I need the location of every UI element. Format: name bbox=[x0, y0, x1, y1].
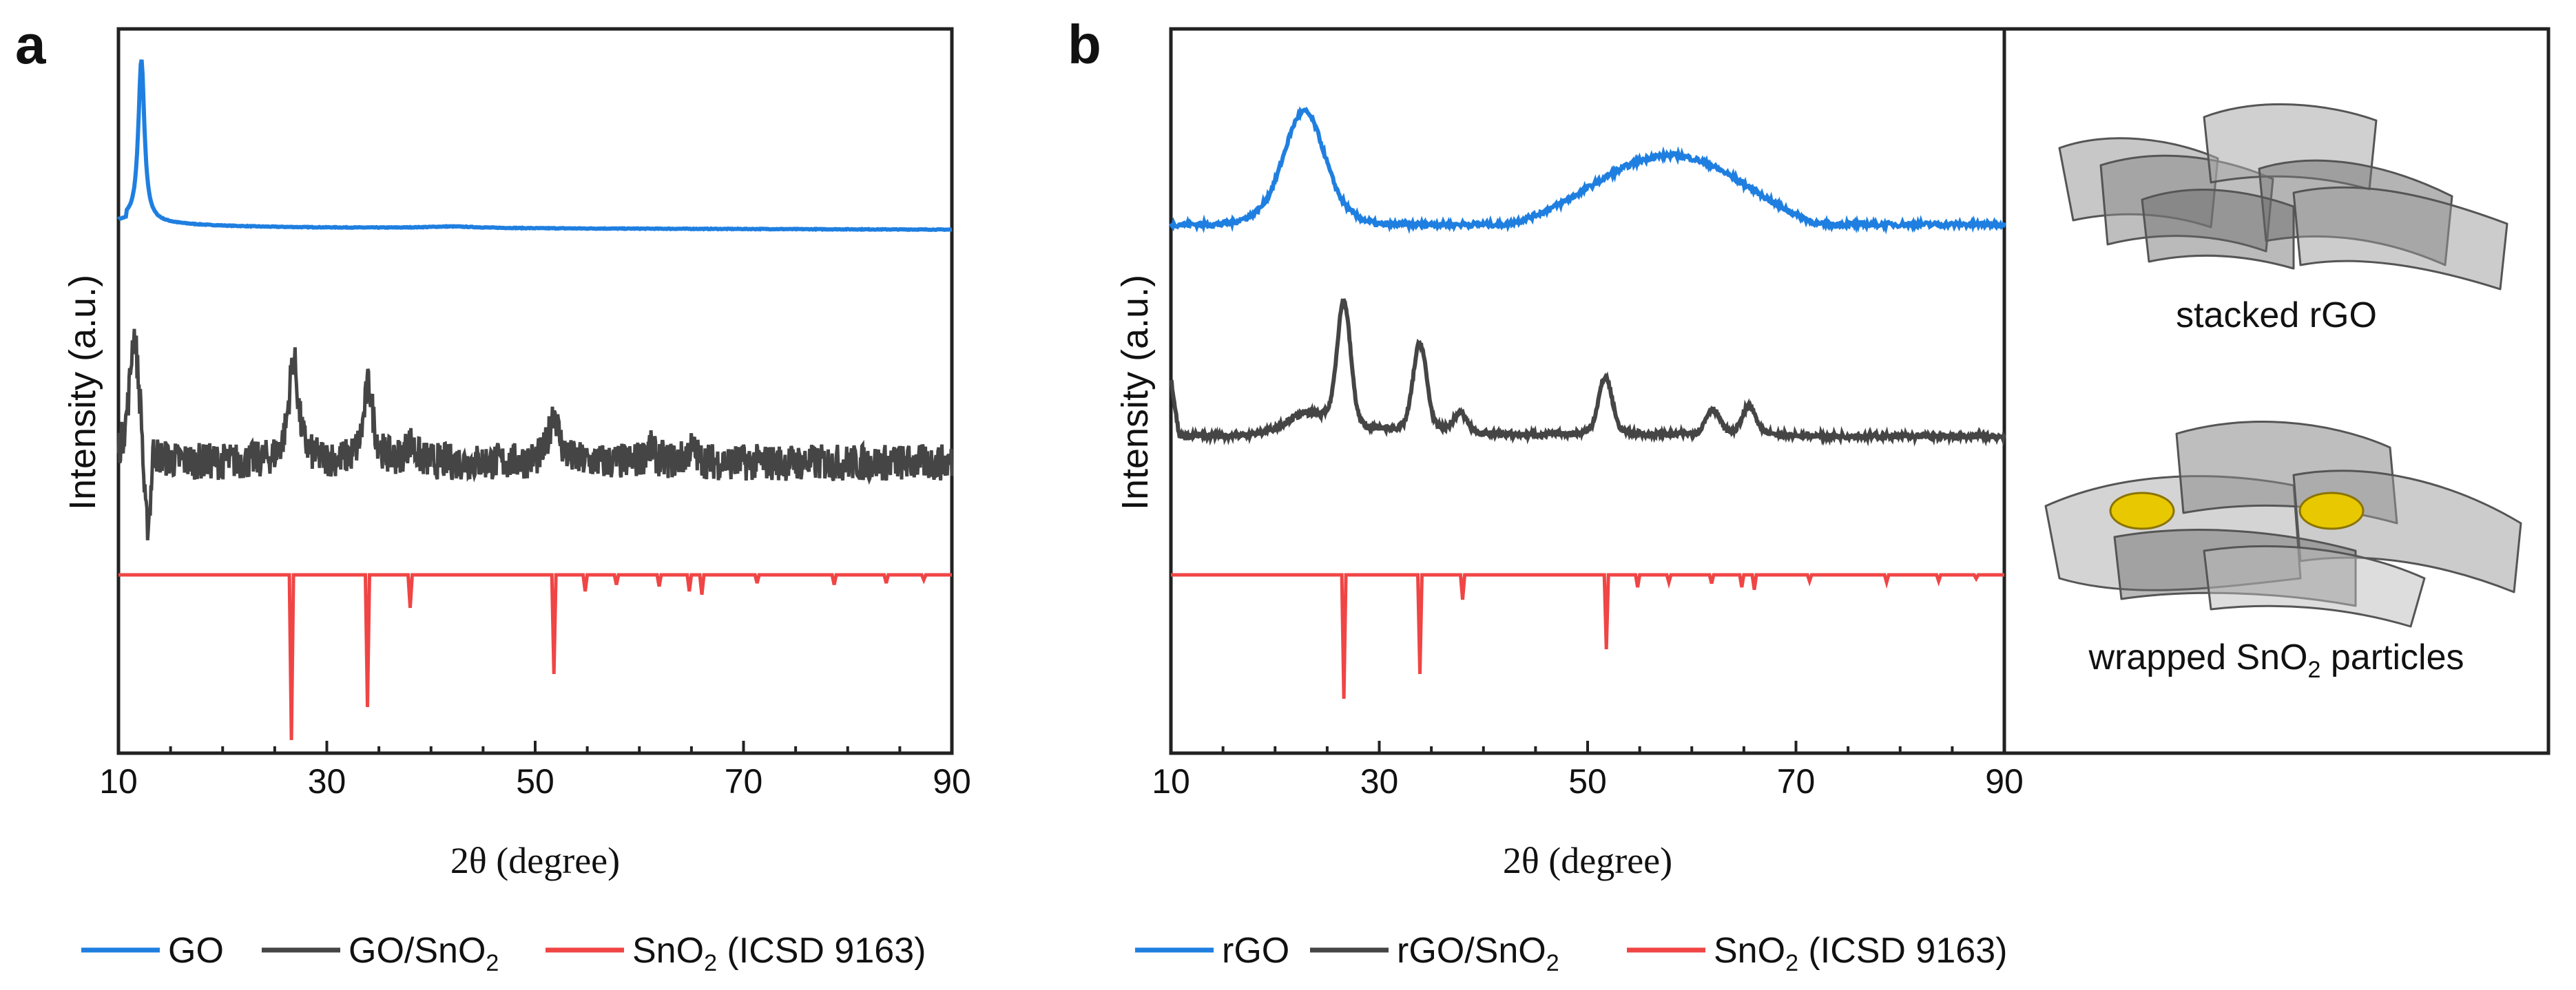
sno2-particle-right bbox=[2298, 492, 2365, 530]
panel-b-ylabel: Intensity (a.u.) bbox=[1114, 275, 1156, 510]
x-tick-label: 30 bbox=[1360, 762, 1399, 801]
x-tick-label: 50 bbox=[516, 762, 554, 801]
panel-b-series-sno2-ref bbox=[1171, 573, 2004, 699]
panel-a-series-go bbox=[116, 59, 953, 233]
panel-a-xlabel: 2θ (degree) bbox=[450, 840, 620, 881]
x-tick-label: 50 bbox=[1568, 762, 1607, 801]
inset-label-wrapped: wrapped SnO2 particles bbox=[2088, 638, 2464, 683]
panel-b-series-rgo bbox=[1169, 106, 2006, 235]
panel-b-frame bbox=[1169, 27, 2006, 755]
panel-a-label: a bbox=[15, 14, 46, 75]
x-tick-label: 90 bbox=[933, 762, 971, 801]
legend-b-composite-label: rGO/SnO2 bbox=[1397, 931, 1559, 976]
sno2-particle-left bbox=[2109, 492, 2175, 530]
panel-b-xticks: 10 30 50 70 90 bbox=[1152, 741, 2024, 801]
panel-a-ylabel: Intensity (a.u.) bbox=[62, 275, 103, 510]
panel-a-frame bbox=[116, 27, 954, 755]
legend-a-ref-label: SnO2 (ICSD 9163) bbox=[632, 931, 926, 976]
legend-b-ref-label: SnO2 (ICSD 9163) bbox=[1714, 931, 2007, 976]
legend-a-go-label: GO bbox=[168, 931, 224, 971]
x-tick-label: 70 bbox=[1777, 762, 1816, 801]
x-tick-label: 90 bbox=[1985, 762, 2024, 801]
x-tick-label: 30 bbox=[308, 762, 346, 801]
panel-a-series-go-sno2 bbox=[116, 328, 954, 540]
legend-b: rGO rGO/SnO2 SnO2 (ICSD 9163) bbox=[1135, 931, 2007, 976]
legend-a-composite-label: GO/SnO2 bbox=[349, 931, 499, 976]
panel-a-series-sno2-ref bbox=[118, 573, 952, 741]
panel-b-series-rgo-sno2 bbox=[1169, 297, 2006, 447]
stacked-rgo-illustration bbox=[2058, 103, 2509, 291]
x-tick-label: 70 bbox=[725, 762, 763, 801]
legend-a: GO GO/SnO2 SnO2 (ICSD 9163) bbox=[81, 931, 926, 976]
inset-frame bbox=[2002, 27, 2551, 755]
x-tick-label: 10 bbox=[99, 762, 138, 801]
wrapped-sno2-illustration bbox=[2044, 421, 2522, 628]
legend-b-rgo-label: rGO bbox=[1222, 931, 1289, 971]
inset-label-stacked: stacked rGO bbox=[2176, 295, 2377, 335]
panel-a-xticks: 10 30 50 70 90 bbox=[99, 741, 971, 801]
panel-b-label: b bbox=[1068, 14, 1101, 75]
x-tick-label: 10 bbox=[1152, 762, 1190, 801]
panel-b-xlabel: 2θ (degree) bbox=[1503, 840, 1672, 881]
